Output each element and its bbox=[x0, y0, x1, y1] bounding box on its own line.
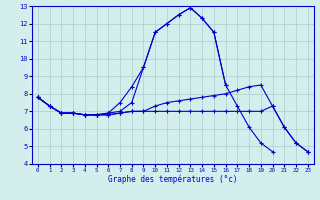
X-axis label: Graphe des températures (°c): Graphe des températures (°c) bbox=[108, 175, 237, 184]
